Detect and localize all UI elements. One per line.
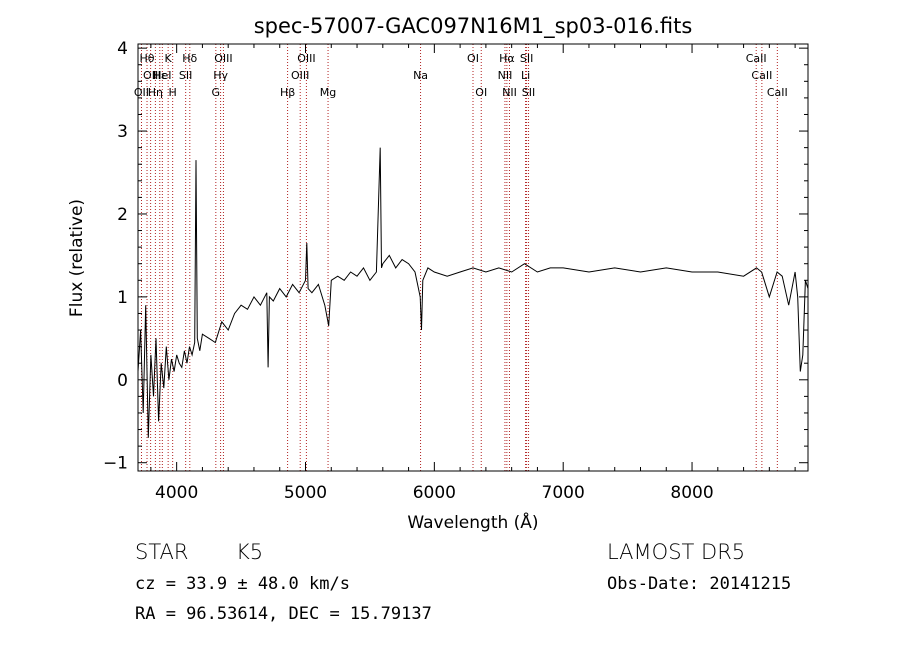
y-tick-label-5: 4 [117, 39, 128, 59]
observation-date: Obs-Date: 20141215 [607, 574, 792, 594]
line-marker-label-3: Hη [148, 86, 163, 99]
object-subclass: K5 [236, 540, 264, 564]
x-tick-label-3: 7000 [542, 483, 585, 503]
plot-frame [137, 43, 809, 472]
object-class: STAR [135, 540, 189, 564]
line-marker-label-17: Na [413, 69, 428, 82]
x-axis-ticks: 4000 5000 6000 7000 8000 [150, 44, 796, 503]
line-marker-label-5: HeI [153, 69, 171, 82]
y-tick-label-0: −1 [103, 454, 128, 474]
line-marker-label-9: Hδ [182, 52, 197, 65]
y-axis-label: Flux (relative) [67, 199, 87, 317]
y-tick-label-3: 2 [117, 205, 128, 225]
line-marker-label-10: G [212, 86, 221, 99]
y-axis-ticks: −1 0 1 2 3 4 [103, 39, 808, 474]
line-marker-label-12: OIII [214, 52, 232, 65]
line-marker-label-26: CaII [746, 52, 767, 65]
line-marker-label-13: Hβ [280, 86, 295, 99]
x-axis-label: Wavelength (Å) [407, 511, 538, 533]
emission-line-markers [140, 44, 778, 471]
x-tick-label-2: 6000 [413, 483, 456, 503]
survey-name: LAMOST DR5 [607, 540, 746, 564]
line-marker-label-8: SII [179, 69, 192, 82]
line-marker-label-27: CaII [751, 69, 772, 82]
emission-line-labels: OIIHθOIIHηHεHeIKHSIIHδGHγOIIIHβOIIIOIIIM… [134, 52, 788, 99]
y-tick-label-4: 3 [117, 122, 128, 142]
line-marker-label-22: NII [502, 86, 517, 99]
line-marker-label-11: Hγ [213, 69, 228, 82]
line-marker-label-14: OIII [291, 69, 309, 82]
redshift-velocity: cz = 33.9 ± 48.0 km/s [135, 574, 350, 594]
line-marker-label-28: CaII [767, 86, 788, 99]
y-tick-label-2: 1 [117, 288, 128, 308]
line-marker-label-19: OI [475, 86, 487, 99]
line-marker-label-15: OIII [297, 52, 315, 65]
line-marker-label-2: OII [143, 69, 158, 82]
x-tick-label-0: 4000 [155, 483, 198, 503]
line-marker-label-21: Hα [499, 52, 515, 65]
line-marker-label-25: SII [522, 86, 535, 99]
line-marker-label-6: K [165, 52, 173, 65]
line-marker-label-7: H [169, 86, 177, 99]
line-marker-label-16: Mg [320, 86, 336, 99]
line-marker-label-18: OI [467, 52, 479, 65]
line-marker-label-1: Hθ [140, 52, 155, 65]
chart-title: spec-57007-GAC097N16M1_sp03-016.fits [254, 14, 693, 39]
coordinates: RA = 96.53614, DEC = 15.79137 [135, 604, 432, 624]
x-tick-label-1: 5000 [284, 483, 327, 503]
x-tick-label-4: 8000 [670, 483, 713, 503]
line-marker-label-23: Li [521, 69, 530, 82]
y-tick-label-1: 0 [117, 371, 128, 391]
spectrum-line [137, 147, 809, 438]
line-marker-label-4: Hε [153, 69, 167, 82]
line-marker-label-24: SII [520, 52, 533, 65]
line-marker-label-20: NII [498, 69, 513, 82]
